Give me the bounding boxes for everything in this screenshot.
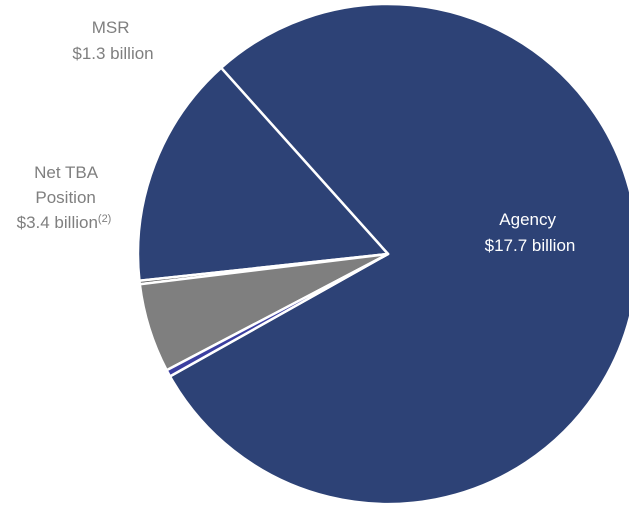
pie-slice-4 — [165, 252, 390, 378]
msr-label: MSR $1.3 billion — [72, 18, 153, 63]
pie-labels: Agency $17.7 billion Net TBA Position $3… — [17, 18, 576, 255]
pie-slices — [136, 2, 629, 505]
pie-slice-1 — [136, 66, 390, 283]
pie-slice-0 — [168, 2, 629, 505]
net-tba-label: Net TBA Position $3.4 billion(2) — [17, 163, 112, 232]
agency-label: Agency $17.7 billion — [485, 210, 576, 255]
